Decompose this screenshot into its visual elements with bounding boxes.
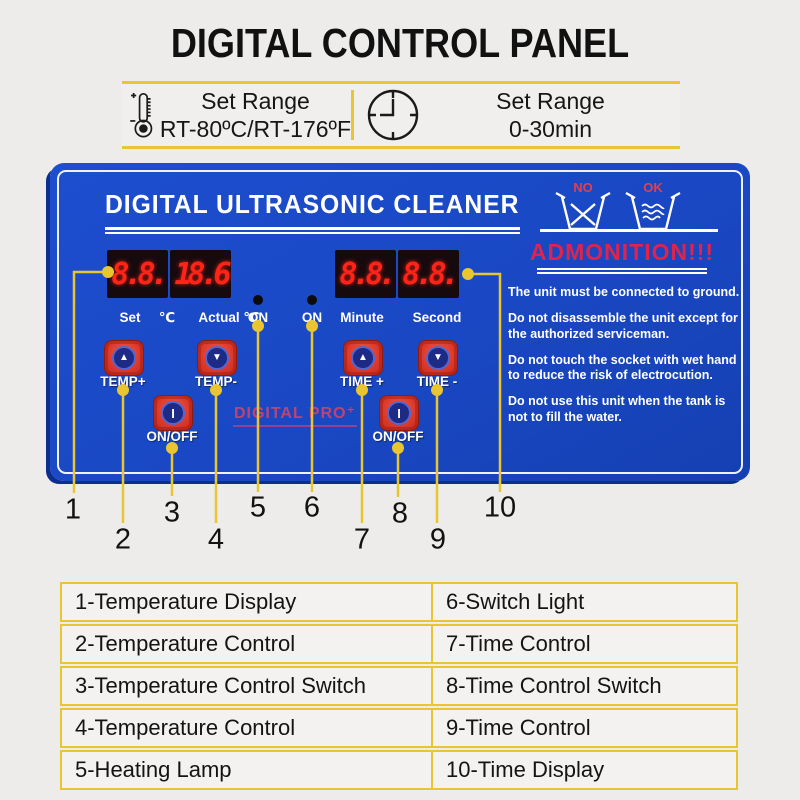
legend-cell: 8-Time Control Switch xyxy=(446,673,662,698)
no-label: NO xyxy=(573,180,593,195)
callout-number: 6 xyxy=(303,491,321,524)
temp-set-range-label: Set Range xyxy=(201,87,310,114)
temp-set-range-value: RT-80ºC/RT-176ºF xyxy=(159,116,351,142)
time-display: 8.8. xyxy=(335,250,396,298)
celsius-label: ℃ xyxy=(158,310,176,325)
power-icon: I xyxy=(171,405,175,421)
admonition-underline xyxy=(537,268,707,274)
legend-cell: 2-Temperature Control xyxy=(62,626,433,662)
time-plus-label: TIME + xyxy=(340,374,384,389)
time-minus-label: TIME - xyxy=(416,374,458,389)
admonition-title: ADMONITION!!! xyxy=(529,239,715,265)
switch-light-led xyxy=(307,295,317,305)
time-set-range-value: 0-30min xyxy=(508,116,593,142)
time-plus-button[interactable]: ▲ xyxy=(343,340,383,376)
minute-label: Minute xyxy=(340,310,384,325)
callout-number: 4 xyxy=(207,523,225,556)
warning-text: Do not use this unit when the tank is no… xyxy=(508,394,726,424)
legend-cell: 10-Time Display xyxy=(446,757,605,782)
power-icon: I xyxy=(397,405,401,421)
legend-cell: 7-Time Control xyxy=(446,631,591,656)
temperature-range-text: Set Range RT-80ºC/RT-176ºF xyxy=(160,87,351,143)
temperature-display: 8.8. xyxy=(107,250,168,298)
second-label: Second xyxy=(412,310,462,325)
time-display: 8.8. xyxy=(398,250,459,298)
temp-onoff-label: ON/OFF xyxy=(146,429,198,444)
legend-row: 2-Temperature Control 7-Time Control xyxy=(60,624,738,664)
time-minus-button[interactable]: ▼ xyxy=(418,340,458,376)
callout-number: 3 xyxy=(163,496,181,529)
warning-text: The unit must be connected to ground. xyxy=(508,285,740,299)
temp-minus-button[interactable]: ▼ xyxy=(197,340,237,376)
legend-row: 1-Temperature Display 6-Switch Light xyxy=(60,582,738,622)
legend-row: 4-Temperature Control 9-Time Control xyxy=(60,708,738,748)
callout-number: 8 xyxy=(391,497,409,530)
legend-row: 3-Temperature Control Switch 8-Time Cont… xyxy=(60,666,738,706)
temp-minus-label: TEMP- xyxy=(195,374,237,389)
no-tub-icon: NO xyxy=(555,180,611,231)
up-arrow-icon: ▲ xyxy=(358,352,368,363)
on-label-2: ON xyxy=(301,310,323,325)
thermometer-icon xyxy=(130,92,153,138)
heating-lamp-led xyxy=(253,295,263,305)
time-range-box: Set Range 0-30min xyxy=(351,84,680,146)
callout-number: 5 xyxy=(249,491,267,524)
panel-title-underline xyxy=(105,227,520,234)
on-label-1: ON xyxy=(247,310,269,325)
up-arrow-icon: ▲ xyxy=(119,352,129,363)
temp-onoff-button[interactable]: I xyxy=(153,395,193,431)
temp-plus-label: TEMP+ xyxy=(100,374,146,389)
clock-icon xyxy=(367,89,419,141)
page-title: DIGITAL CONTROL PANEL xyxy=(170,20,630,66)
time-range-text: Set Range 0-30min xyxy=(421,87,680,143)
temperature-range-box: Set Range RT-80ºC/RT-176ºF xyxy=(122,84,351,146)
callout-number: 9 xyxy=(429,523,447,556)
down-arrow-icon: ▼ xyxy=(212,352,222,363)
legend-cell: 3-Temperature Control Switch xyxy=(62,668,433,704)
warning-list: The unit must be connected to ground. Do… xyxy=(508,285,746,436)
callout-number: 1 xyxy=(64,493,82,526)
spec-strip: Set Range RT-80ºC/RT-176ºF Set Range 0-3… xyxy=(122,81,680,149)
temp-plus-button[interactable]: ▲ xyxy=(104,340,144,376)
control-panel: DIGITAL ULTRASONIC CLEANER NO OK xyxy=(50,163,750,481)
ok-tub-icon: OK xyxy=(625,180,681,231)
panel-title: DIGITAL ULTRASONIC CLEANER xyxy=(105,189,520,219)
set-label: Set xyxy=(119,310,141,325)
legend-cell: 6-Switch Light xyxy=(446,589,585,614)
legend-table: 1-Temperature Display 6-Switch Light 2-T… xyxy=(60,582,738,792)
down-arrow-icon: ▼ xyxy=(433,352,443,363)
callout-number: 10 xyxy=(483,491,517,524)
warning-text: Do not disassemble the unit except for t… xyxy=(508,311,738,341)
tub-underline xyxy=(540,229,718,232)
brand-watermark: DIGITAL PRO⁺ xyxy=(233,403,357,427)
callout-number: 7 xyxy=(353,523,371,556)
actual-label: Actual ℃ xyxy=(198,310,260,325)
time-set-range-label: Set Range xyxy=(496,87,605,114)
spec-divider xyxy=(351,90,354,140)
ok-label: OK xyxy=(643,180,663,195)
time-onoff-label: ON/OFF xyxy=(372,429,424,444)
temperature-display: 18.6 xyxy=(170,250,231,298)
callout-number: 2 xyxy=(114,523,132,556)
legend-cell: 9-Time Control xyxy=(446,715,591,740)
legend-cell: 4-Temperature Control xyxy=(62,710,433,746)
legend-row: 5-Heating Lamp 10-Time Display xyxy=(60,750,738,790)
warning-text: Do not touch the socket with wet hand to… xyxy=(508,352,737,382)
legend-cell: 5-Heating Lamp xyxy=(62,752,433,788)
legend-cell: 1-Temperature Display xyxy=(62,584,433,620)
time-onoff-button[interactable]: I xyxy=(379,395,419,431)
